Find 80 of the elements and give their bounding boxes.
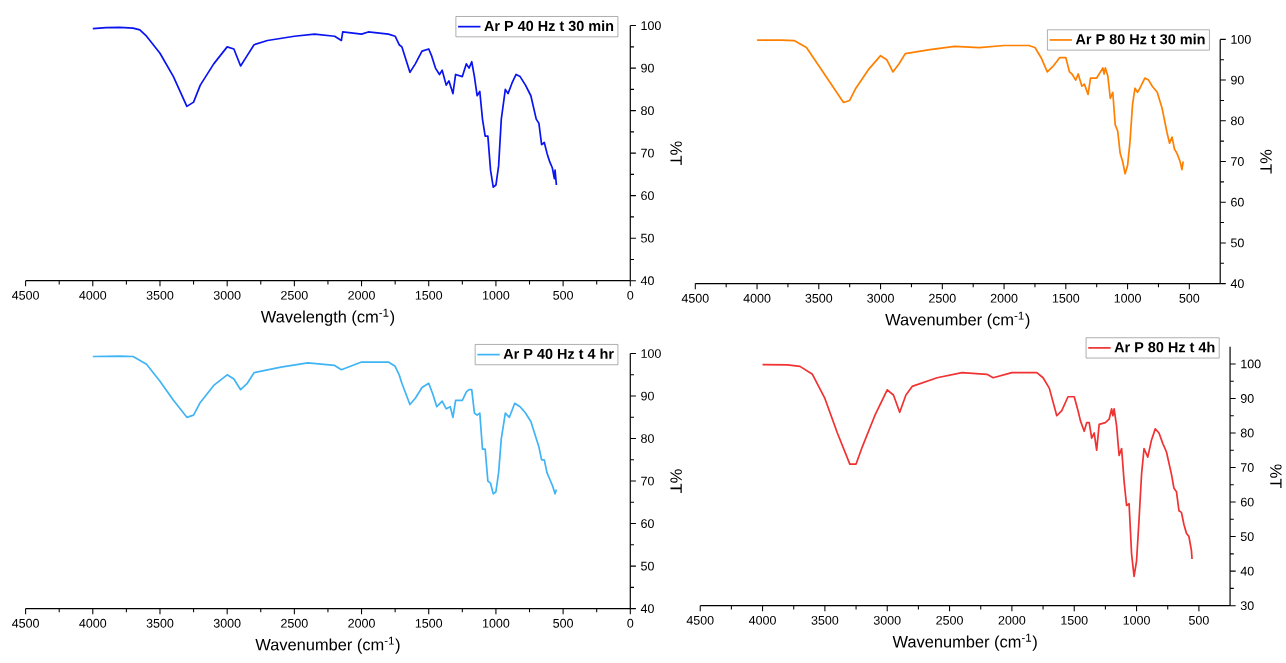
x-tick-label: 500 — [553, 291, 574, 300]
legend-label: Ar P 40 Hz t 30 min — [484, 20, 614, 32]
y-axis-title: %T — [670, 141, 682, 166]
y-tick-label: 60 — [1240, 497, 1254, 507]
y-tick-label: 80 — [641, 434, 654, 444]
y-tick-label: 60 — [641, 191, 654, 201]
x-tick-label: 3000 — [873, 616, 901, 625]
y-tick-label: 90 — [1240, 394, 1254, 403]
x-tick-label: 1500 — [415, 291, 443, 300]
y-tick-label: 50 — [641, 233, 654, 243]
y-tick-label: 80 — [641, 106, 654, 116]
x-tick-label: 500 — [553, 618, 574, 628]
y-tick-label: 60 — [1231, 197, 1244, 207]
x-tick-label: 0 — [627, 291, 634, 300]
x-tick-label: 4000 — [743, 293, 771, 303]
y-tick-label: 90 — [641, 391, 654, 401]
x-tick-label: 3500 — [146, 618, 174, 628]
x-tick-label: 3000 — [213, 618, 241, 628]
y-tick-label: 50 — [1240, 532, 1254, 542]
x-tick-label: 1000 — [482, 291, 510, 300]
y-tick-label: 100 — [1241, 359, 1261, 369]
y-tick-label: 40 — [640, 276, 654, 286]
x-tick-label: 1500 — [415, 618, 443, 628]
x-axis-title: Wavenumber (cm$^{-1}$) — [255, 636, 400, 654]
x-tick-label: 3500 — [146, 291, 174, 300]
x-tick-label: 2500 — [929, 293, 956, 303]
x-tick-label: 3500 — [811, 616, 839, 625]
x-tick-label: 500 — [1188, 616, 1209, 625]
y-tick-label: 70 — [1240, 463, 1254, 473]
y-tick-label: 70 — [1231, 157, 1244, 167]
y-tick-label: 60 — [641, 519, 654, 529]
x-tick-label: 3500 — [805, 293, 833, 303]
legend-label: Ar P 80 Hz t 4h — [1114, 341, 1215, 353]
x-tick-label: 4500 — [12, 291, 39, 300]
y-tick-label: 40 — [640, 604, 654, 614]
x-tick-label: 0 — [627, 618, 634, 628]
x-tick-label: 1000 — [482, 618, 510, 628]
x-tick-label: 4500 — [681, 293, 709, 303]
x-tick-label: 1000 — [1123, 616, 1150, 625]
y-tick-label: 100 — [1231, 35, 1251, 44]
x-tick-label: 4500 — [686, 616, 714, 625]
x-tick-label: 3000 — [213, 291, 241, 300]
legend-label: Ar P 40 Hz t 4 hr — [503, 348, 614, 360]
x-tick-label: 2000 — [998, 616, 1026, 625]
line-series — [761, 363, 1193, 578]
x-tick-label: 2500 — [281, 291, 308, 300]
y-axis-title: %T — [1260, 149, 1272, 174]
x-tick-label: 4000 — [79, 618, 107, 628]
y-axis-title: %T — [1270, 464, 1282, 489]
y-tick-label: 30 — [1240, 601, 1254, 611]
y-tick-label: 70 — [641, 148, 654, 158]
x-tick-label: 2500 — [936, 616, 963, 625]
x-tick-label: 1500 — [1052, 293, 1080, 303]
y-tick-label: 90 — [1231, 75, 1244, 85]
x-tick-label: 4000 — [748, 616, 776, 625]
x-axis-title: Wavelength (cm$^{-1}$) — [260, 308, 395, 326]
y-axis-title: %T — [670, 469, 682, 494]
y-tick-label: 80 — [1230, 116, 1244, 126]
x-axis-title: Wavenumber (cm$^{-1}$) — [885, 311, 1030, 329]
y-tick-label: 100 — [641, 21, 661, 31]
y-tick-label: 100 — [641, 349, 661, 359]
x-tick-label: 4000 — [79, 291, 107, 300]
y-tick-label: 70 — [641, 476, 654, 486]
y-tick-label: 80 — [1240, 428, 1254, 438]
x-tick-label: 4500 — [12, 618, 39, 628]
x-tick-label: 1000 — [1114, 293, 1141, 303]
x-tick-label: 2000 — [990, 293, 1018, 303]
x-axis-title: Wavenumber (cm$^{-1}$) — [892, 633, 1037, 651]
x-tick-label: 3000 — [867, 293, 894, 303]
y-tick-label: 50 — [1230, 238, 1244, 248]
legend-label: Ar P 80 Hz t 30 min — [1075, 33, 1205, 45]
x-tick-label: 500 — [1179, 293, 1200, 303]
y-tick-label: 40 — [1230, 279, 1244, 289]
x-tick-label: 1500 — [1061, 616, 1088, 625]
x-tick-label: 2000 — [348, 618, 375, 628]
y-tick-label: 40 — [1240, 566, 1254, 576]
x-tick-label: 2500 — [281, 618, 308, 628]
y-tick-label: 50 — [641, 561, 654, 571]
y-tick-label: 90 — [641, 63, 654, 73]
x-tick-label: 2000 — [348, 291, 375, 300]
